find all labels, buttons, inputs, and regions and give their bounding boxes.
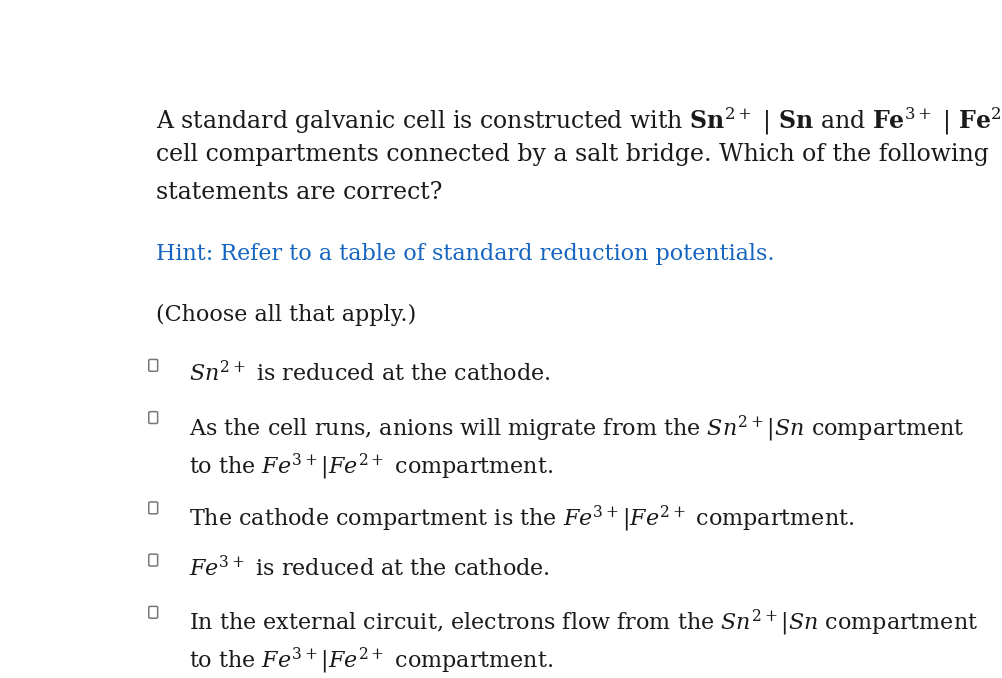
Text: (Choose all that apply.): (Choose all that apply.) — [156, 304, 417, 326]
Text: statements are correct?: statements are correct? — [156, 181, 443, 204]
FancyBboxPatch shape — [148, 502, 157, 514]
Text: to the $Fe^{3+}$$|$$Fe^{2+}$ compartment.: to the $Fe^{3+}$$|$$Fe^{2+}$ compartment… — [189, 646, 553, 677]
Text: to the $Fe^{3+}$$|$$Fe^{2+}$ compartment.: to the $Fe^{3+}$$|$$Fe^{2+}$ compartment… — [189, 452, 553, 481]
Text: In the external circuit, electrons flow from the $Sn^{2+}$$|$$Sn$ compartment: In the external circuit, electrons flow … — [189, 608, 978, 638]
Text: $Fe^{3+}$ is reduced at the cathode.: $Fe^{3+}$ is reduced at the cathode. — [189, 556, 550, 581]
Text: Hint: Refer to a table of standard reduction potentials.: Hint: Refer to a table of standard reduc… — [156, 243, 775, 264]
Text: $Sn^{2+}$ is reduced at the cathode.: $Sn^{2+}$ is reduced at the cathode. — [189, 361, 550, 386]
Text: The cathode compartment is the $Fe^{3+}$$|$$Fe^{2+}$ compartment.: The cathode compartment is the $Fe^{3+}$… — [189, 504, 855, 534]
Text: A standard galvanic cell is constructed with $\mathbf{Sn}^{2+}$ $|$ $\mathbf{Sn}: A standard galvanic cell is constructed … — [156, 105, 1002, 136]
FancyBboxPatch shape — [148, 412, 157, 424]
FancyBboxPatch shape — [148, 606, 157, 618]
FancyBboxPatch shape — [148, 554, 157, 566]
FancyBboxPatch shape — [148, 359, 157, 372]
Text: As the cell runs, anions will migrate from the $Sn^{2+}$$|$$Sn$ compartment: As the cell runs, anions will migrate fr… — [189, 414, 964, 443]
Text: cell compartments connected by a salt bridge. Which of the following: cell compartments connected by a salt br… — [156, 143, 989, 166]
